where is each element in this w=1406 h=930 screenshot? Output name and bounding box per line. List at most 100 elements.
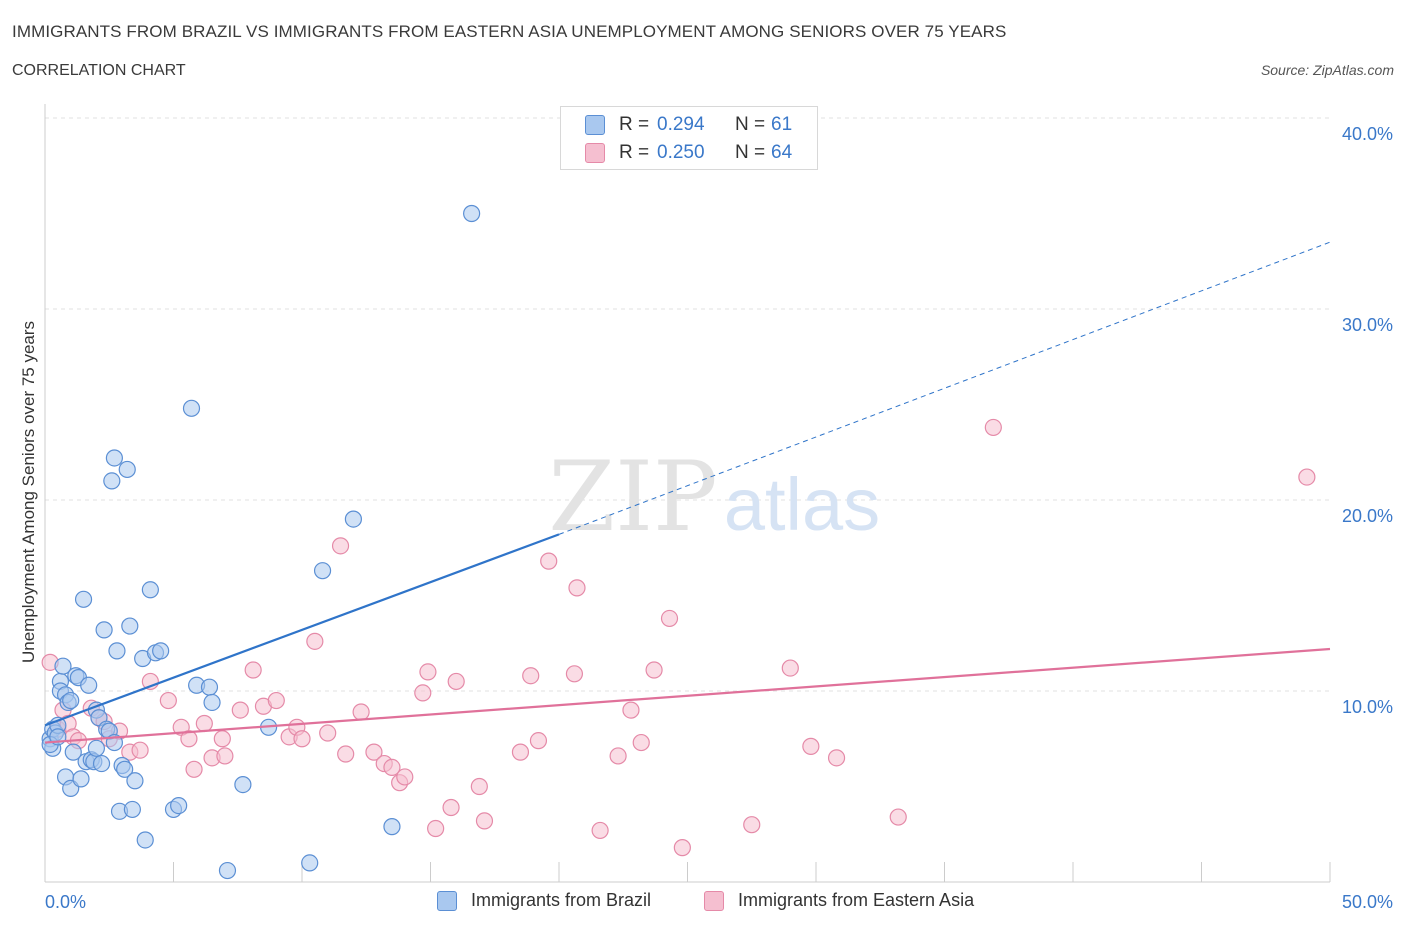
x-tick-label: 0.0% xyxy=(45,892,86,912)
asia-point xyxy=(180,730,198,748)
series-eastern-asia xyxy=(41,418,1316,857)
asia-point xyxy=(622,701,640,719)
legend-item-brazil[interactable]: Immigrants from Brazil xyxy=(437,890,651,911)
brazil-trendline xyxy=(44,533,560,727)
brazil-point xyxy=(108,642,126,660)
n-label: N = xyxy=(735,114,766,135)
brazil-point xyxy=(170,796,188,815)
asia-point xyxy=(396,768,414,786)
brazil-point xyxy=(344,510,362,528)
brazil-point xyxy=(463,204,481,223)
legend-label-brazil: Immigrants from Brazil xyxy=(471,890,652,910)
brazil-point xyxy=(87,739,106,757)
legend-label-asia: Immigrants from Eastern Asia xyxy=(738,890,975,910)
brazil-point xyxy=(136,831,154,849)
asia-point xyxy=(632,733,650,752)
correlation-legend: R = 0.294 N = 61 R = 0.250 N = 64 xyxy=(560,106,818,170)
asia-point xyxy=(185,760,203,778)
brazil-swatch xyxy=(585,115,605,135)
asia-point xyxy=(540,552,558,570)
y-tick-label: 20.0% xyxy=(1342,506,1393,526)
brazil-point xyxy=(121,617,139,635)
n-value: 64 xyxy=(771,142,793,163)
legend-item-asia[interactable]: Immigrants from Eastern Asia xyxy=(704,890,974,911)
series-brazil xyxy=(41,204,481,880)
legend-row-asia: R = 0.250 N = 64 xyxy=(585,140,792,166)
y-tick-label: 40.0% xyxy=(1342,124,1393,144)
legend-row-brazil: R = 0.294 N = 61 xyxy=(585,112,792,138)
y-tick-label: 10.0% xyxy=(1342,697,1393,717)
brazil-point xyxy=(126,772,144,790)
asia-point xyxy=(511,743,530,761)
asia-point xyxy=(673,839,691,857)
asia-swatch xyxy=(704,890,724,911)
brazil-point xyxy=(123,800,141,819)
watermark-zip: ZIP xyxy=(548,441,717,553)
r-label: R = xyxy=(619,114,650,135)
brazil-point xyxy=(152,642,170,660)
asia-point xyxy=(293,730,311,748)
r-value: 0.294 xyxy=(657,114,705,135)
asia-point xyxy=(131,741,149,759)
brazil-point xyxy=(118,460,136,479)
brazil-point xyxy=(95,621,113,639)
asia-point xyxy=(568,579,586,597)
asia-point xyxy=(442,798,460,817)
asia-point xyxy=(781,659,799,677)
asia-point xyxy=(352,703,370,721)
asia-point xyxy=(743,816,761,834)
asia-point xyxy=(365,743,383,761)
brazil-point xyxy=(301,854,319,872)
asia-point xyxy=(159,691,177,710)
gridlines xyxy=(45,117,1330,692)
asia-point xyxy=(565,665,584,683)
asia-point xyxy=(522,667,540,685)
asia-point xyxy=(213,730,231,748)
axes xyxy=(44,104,1331,883)
trendlines xyxy=(44,241,1331,744)
brazil-point xyxy=(62,691,80,710)
asia-swatch xyxy=(585,143,605,163)
brazil-point xyxy=(203,693,221,712)
r-value: 0.250 xyxy=(657,142,705,163)
asia-point xyxy=(591,821,609,840)
brazil-point xyxy=(54,657,72,675)
asia-trendline xyxy=(44,647,1331,744)
asia-point xyxy=(383,758,401,777)
source-note: Source: ZipAtlas.com xyxy=(1260,62,1394,78)
asia-point xyxy=(1298,468,1316,486)
brazil-swatch xyxy=(437,890,457,911)
asia-point xyxy=(216,747,234,765)
asia-point xyxy=(231,701,249,719)
asia-point xyxy=(827,749,846,767)
asia-point xyxy=(306,632,324,650)
r-label: R = xyxy=(619,142,650,163)
brazil-point xyxy=(74,590,93,608)
asia-point xyxy=(470,777,488,796)
asia-point xyxy=(337,745,355,763)
asia-point xyxy=(645,661,663,679)
brazil-point xyxy=(234,775,252,794)
brazil-point xyxy=(116,760,134,778)
x-tick-label: 50.0% xyxy=(1342,892,1393,912)
y-axis-label: Unemployment Among Seniors over 75 years xyxy=(19,321,38,663)
brazil-point xyxy=(92,754,111,773)
tick-labels: 10.0% 20.0% 30.0% 40.0% 0.0% 50.0% xyxy=(45,124,1393,912)
asia-point xyxy=(267,691,285,710)
asia-point xyxy=(609,747,627,765)
asia-point xyxy=(427,819,445,838)
asia-point xyxy=(889,808,907,826)
chart-title: IMMIGRANTS FROM BRAZIL VS IMMIGRANTS FRO… xyxy=(12,22,1007,41)
asia-point xyxy=(447,672,465,691)
brazil-point xyxy=(105,449,123,467)
asia-point xyxy=(319,724,337,742)
asia-point xyxy=(244,661,262,679)
asia-point xyxy=(331,537,350,555)
chart-subtitle: CORRELATION CHART xyxy=(12,62,186,79)
asia-point xyxy=(529,732,548,750)
brazil-point xyxy=(64,743,82,761)
asia-point xyxy=(660,609,679,628)
brazil-point xyxy=(218,861,237,880)
asia-point xyxy=(195,714,213,733)
